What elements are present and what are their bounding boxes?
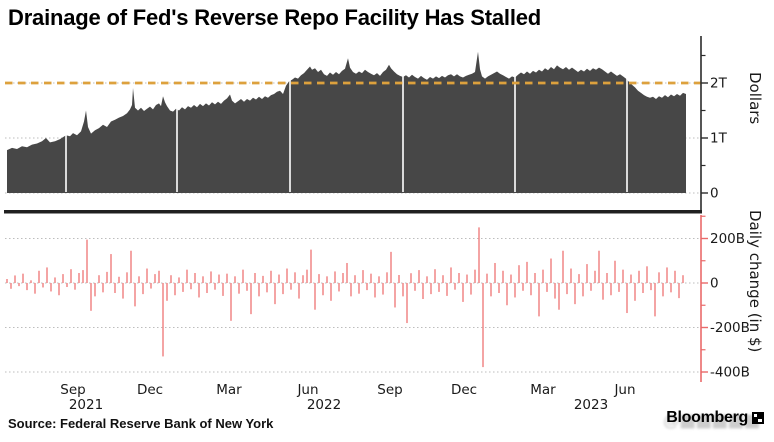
- x-axis-month-label: Mar: [216, 382, 242, 398]
- x-axis-year-label: 2022: [307, 397, 341, 413]
- top-y-tick-label: 1T: [710, 131, 728, 147]
- bottom-y-tick-label: -400B: [710, 365, 750, 381]
- x-axis-month-label: Dec: [137, 382, 163, 398]
- x-axis-month-label: Jun: [296, 382, 318, 398]
- bottom-y-tick-label: 0: [710, 276, 719, 292]
- panel-separator: [4, 210, 702, 214]
- watermark: @▦▦▦▦▦: [663, 411, 760, 430]
- x-axis-month-label: Dec: [451, 382, 477, 398]
- bloomberg-logo-text: Bloomberg: [666, 409, 748, 426]
- x-axis-month-label: Sep: [60, 382, 85, 398]
- bottom-y-tick-label: -200B: [710, 320, 750, 336]
- bottom-panel-y-axis-title: Daily change (in $): [746, 210, 764, 353]
- source-note: Source: Federal Reserve Bank of New York: [8, 416, 274, 431]
- bottom-y-tick-label: 200B: [710, 231, 745, 247]
- top-y-tick-label: 0: [710, 186, 719, 202]
- x-axis-month-label: Jun: [613, 382, 635, 398]
- bloomberg-mark-icon: [752, 412, 764, 424]
- x-axis-year-label: 2021: [69, 397, 103, 413]
- x-axis-year-label: 2023: [574, 397, 608, 413]
- branding-block: @▦▦▦▦▦ Bloomberg: [663, 409, 764, 435]
- x-axis-month-label: Mar: [530, 382, 556, 398]
- rrp-balance-area-series: [7, 51, 686, 194]
- top-panel-y-axis-title: Dollars: [746, 72, 764, 125]
- bloomberg-logo: Bloomberg: [666, 409, 764, 427]
- top-y-tick-label: 2T: [710, 76, 728, 92]
- x-axis-month-label: Sep: [377, 382, 402, 398]
- chart-title: Drainage of Fed's Reverse Repo Facility …: [8, 5, 542, 30]
